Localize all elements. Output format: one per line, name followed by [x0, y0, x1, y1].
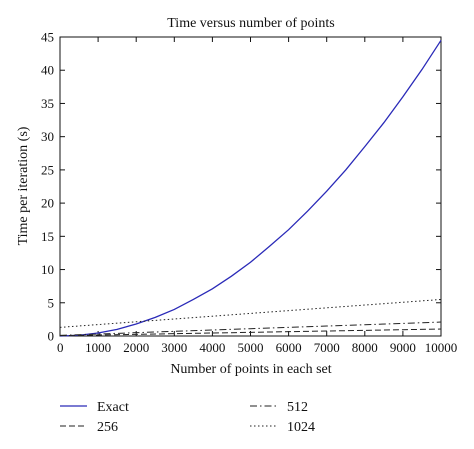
x-tick-label: 0 — [57, 340, 64, 355]
x-tick-label: 6000 — [276, 340, 302, 355]
legend-label: 1024 — [287, 420, 315, 435]
plot-frame — [59, 36, 442, 337]
y-axis-label: Time per iteration (s) — [16, 126, 31, 245]
legend-label: Exact — [97, 400, 129, 415]
legend-label: 512 — [287, 400, 308, 415]
y-tick-label: 0 — [48, 329, 55, 344]
x-tick-label: 3000 — [161, 340, 187, 355]
y-tick-label: 20 — [41, 196, 54, 211]
series-line-512 — [59, 321, 442, 336]
x-tick-label: 5000 — [238, 340, 264, 355]
legend: Exact 256 512 1024 — [60, 400, 315, 435]
x-tick-label: 1000 — [85, 340, 111, 355]
series-layer — [59, 39, 442, 337]
y-tick-label: 10 — [41, 262, 54, 277]
x-tick-label: 9000 — [390, 340, 416, 355]
x-tick-label: 10000 — [425, 340, 458, 355]
y-tick-label: 40 — [41, 63, 54, 78]
y-tick-label: 15 — [41, 229, 54, 244]
y-tick-label: 25 — [41, 162, 54, 177]
y-tick-label: 5 — [48, 295, 55, 310]
y-axis-ticks: 0 5 10 15 20 25 30 35 40 45 — [41, 30, 441, 344]
series-line-exact — [59, 39, 442, 337]
y-tick-label: 45 — [41, 30, 54, 45]
x-tick-label: 8000 — [352, 340, 378, 355]
y-tick-label: 35 — [41, 96, 54, 111]
series-line-256 — [59, 328, 442, 337]
x-axis-ticks: 0 1000 2000 3000 4000 5000 6000 7000 8000 9000 100… — [57, 37, 457, 355]
x-tick-label: 7000 — [314, 340, 340, 355]
x-tick-label: 4000 — [199, 340, 225, 355]
y-tick-label: 30 — [41, 129, 54, 144]
chart-title: Time versus number of points — [167, 16, 334, 31]
series-line-1024 — [59, 298, 442, 328]
x-tick-label: 2000 — [123, 340, 149, 355]
legend-label: 256 — [97, 420, 118, 435]
x-axis-label: Number of points in each set — [170, 362, 331, 377]
